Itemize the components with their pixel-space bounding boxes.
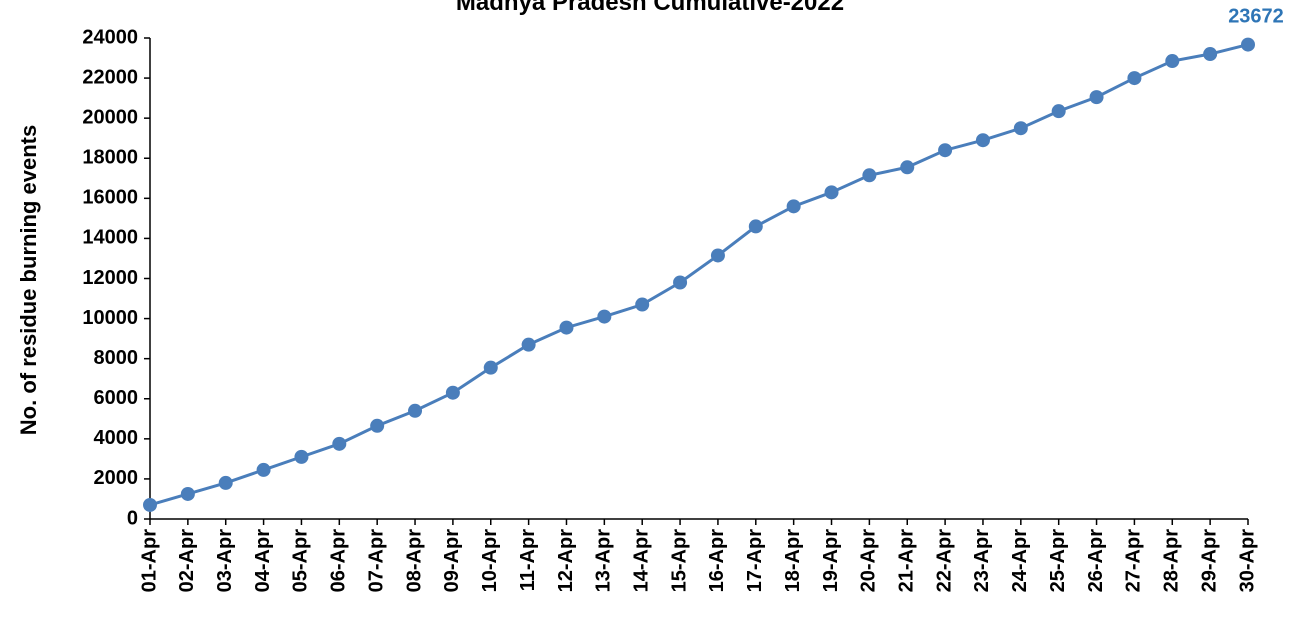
marker [483, 360, 498, 375]
marker [218, 475, 233, 490]
x-tick-label: 29-Apr [1198, 529, 1220, 593]
x-tick-label: 16-Apr [706, 529, 728, 593]
marker [673, 275, 688, 290]
x-tick-label: 24-Apr [1009, 529, 1031, 593]
x-tick-label: 04-Apr [252, 529, 274, 593]
marker [521, 337, 536, 352]
x-tick-label: 19-Apr [820, 529, 842, 593]
line [149, 43, 1249, 507]
marker [294, 449, 309, 464]
marker [597, 309, 612, 324]
marker [1013, 121, 1028, 136]
x-tick-label: 05-Apr [290, 529, 312, 593]
marker [1203, 47, 1218, 62]
y-tick-label: 16000 [82, 187, 138, 209]
marker [256, 462, 271, 477]
x-tick-label: 30-Apr [1236, 529, 1258, 593]
y-tick-label: 12000 [82, 267, 138, 289]
x-tick-label: 21-Apr [896, 529, 918, 593]
x-tick-label: 14-Apr [630, 529, 652, 593]
y-tick-label: 4000 [94, 427, 139, 449]
marker [180, 486, 195, 501]
x-tick-label: 23-Apr [971, 529, 993, 593]
marker [635, 297, 650, 312]
y-tick-label: 20000 [82, 106, 138, 128]
x-tick-label: 25-Apr [1047, 529, 1069, 593]
x-tick-label: 01-Apr [138, 529, 160, 593]
y-axis-label: No. of residue burning events [16, 125, 41, 435]
x-tick-label: 08-Apr [403, 529, 425, 593]
marker [1127, 71, 1142, 86]
x-tick-label: 07-Apr [365, 529, 387, 593]
x-tick-label: 28-Apr [1161, 529, 1183, 593]
marker [408, 403, 423, 418]
marker [143, 497, 157, 512]
x-tick-label: 10-Apr [479, 529, 501, 593]
x-tick-label: 18-Apr [782, 529, 804, 593]
marker [938, 143, 953, 158]
y-tick-label: 18000 [82, 147, 138, 169]
x-tick-label: 27-Apr [1123, 529, 1145, 593]
y-tick-label: 6000 [94, 387, 139, 409]
x-tick-label: 06-Apr [328, 529, 350, 593]
y-tick-label: 10000 [82, 307, 138, 329]
x-tick-label: 26-Apr [1085, 529, 1107, 593]
y-tick-label: 14000 [82, 227, 138, 249]
marker [786, 199, 801, 214]
y-tick-label: 2000 [94, 467, 139, 489]
data-label: 23672 [1228, 6, 1284, 28]
x-tick-label: 20-Apr [858, 529, 880, 593]
marker [332, 436, 347, 451]
marker [1089, 90, 1104, 105]
marker [445, 385, 460, 400]
marker [710, 248, 725, 263]
x-tick-label: 17-Apr [744, 529, 766, 593]
x-tick-label: 12-Apr [555, 529, 577, 593]
marker [748, 219, 763, 234]
x-tick-label: 11-Apr [517, 529, 539, 591]
x-tick-label: 09-Apr [441, 529, 463, 593]
marker [559, 320, 574, 335]
marker [1241, 37, 1255, 52]
marker [370, 418, 385, 433]
chart-title: Madhya Pradesh Cumulative-2022 [456, 0, 844, 16]
marker [975, 133, 990, 148]
y-tick-label: 8000 [94, 347, 139, 369]
x-tick-label: 03-Apr [214, 529, 236, 593]
x-tick-label: 02-Apr [176, 529, 198, 593]
x-tick-label: 15-Apr [668, 529, 690, 593]
y-tick-label: 22000 [82, 66, 138, 88]
x-tick-label: 13-Apr [593, 529, 615, 593]
y-tick-label: 0 [127, 507, 138, 529]
y-tick-label: 24000 [82, 26, 138, 48]
marker [900, 160, 915, 175]
marker [1165, 54, 1180, 69]
x-tick-label: 22-Apr [933, 529, 955, 593]
marker [1051, 104, 1066, 119]
marker [824, 185, 839, 200]
marker [862, 168, 877, 183]
